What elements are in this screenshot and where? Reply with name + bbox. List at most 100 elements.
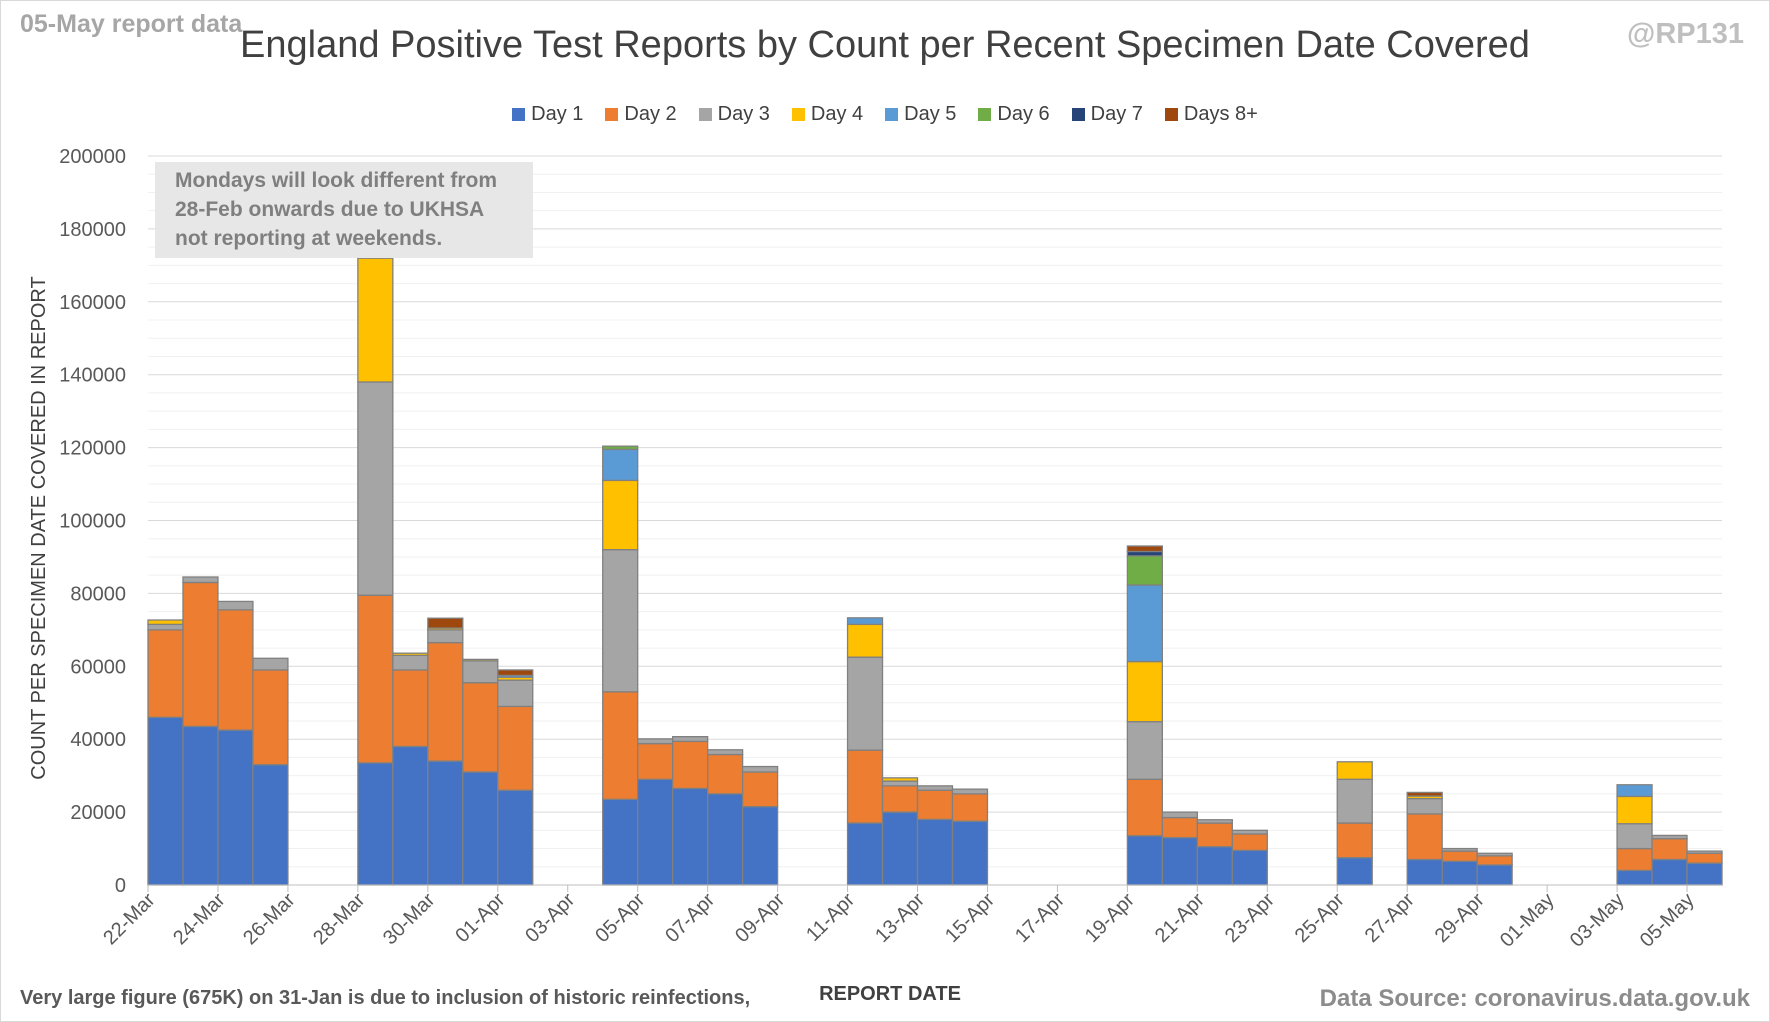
bar-segment — [706, 753, 744, 795]
footnote: Very large figure (675K) on 31-Jan is du… — [20, 987, 751, 1009]
bar-segment — [252, 669, 289, 766]
x-tick-label: 26-Mar — [239, 889, 300, 950]
legend-label: Day 6 — [997, 103, 1050, 125]
bar-segment — [1196, 846, 1233, 886]
legend-label: Days 8+ — [1183, 103, 1258, 125]
bar-segment — [252, 657, 289, 671]
bar-segment — [1616, 869, 1653, 886]
x-tick-label: 24-Mar — [169, 889, 230, 950]
bar-segment — [1231, 849, 1268, 886]
bar-segment — [252, 764, 289, 886]
legend-swatch — [512, 108, 526, 121]
y-tick-label: 80000 — [70, 583, 126, 605]
bar-segment — [1126, 584, 1164, 663]
bar-segment — [497, 669, 534, 677]
bar-segment — [1406, 791, 1443, 797]
legend-item: Day 3 — [698, 103, 770, 126]
x-axis-title: REPORT DATE — [819, 983, 961, 1005]
bar-segment — [357, 762, 394, 886]
x-tick-label: 03-Apr — [521, 889, 579, 947]
bar-segment — [462, 660, 499, 684]
bar-segment — [392, 652, 429, 657]
bar-segment — [1126, 545, 1164, 553]
bar-segment — [1406, 797, 1443, 815]
legend-item: Day 5 — [885, 103, 956, 126]
x-tick-label: 19-Apr — [1081, 889, 1139, 947]
bar-segment — [881, 777, 919, 782]
bar-segment — [602, 549, 639, 693]
bar-segment — [846, 822, 884, 886]
bar-segment — [951, 788, 989, 795]
legend-item: Day 6 — [978, 103, 1050, 126]
bar-segment — [1616, 784, 1653, 798]
x-tick-label: 27-Apr — [1361, 889, 1419, 947]
bar-segment — [672, 740, 709, 790]
bar-segment — [1336, 822, 1373, 859]
bar-segment — [182, 576, 219, 584]
bar-segment — [392, 654, 429, 671]
x-tick-label: 30-Mar — [379, 889, 440, 950]
bar-segment — [217, 600, 254, 611]
x-tick-label: 22-Mar — [99, 889, 160, 950]
bar-segment — [1651, 838, 1688, 861]
bar-segment — [1476, 852, 1513, 857]
x-tick-label: 29-Apr — [1431, 889, 1489, 947]
bar-segment — [1651, 858, 1688, 886]
bar-segment — [916, 789, 954, 821]
y-tick-label: 200000 — [59, 146, 126, 168]
bar-segment — [1161, 836, 1198, 886]
bar-segment — [637, 742, 674, 780]
bar-segment — [881, 811, 919, 886]
bar-segment — [462, 771, 499, 886]
x-tick-label: 05-Apr — [591, 889, 649, 947]
x-tick-label: 01-May — [1496, 889, 1559, 952]
bar-segment — [462, 658, 499, 662]
bar-segment — [1196, 819, 1233, 824]
note-line: not reporting at weekends. — [175, 227, 443, 250]
bar-segment — [672, 787, 709, 886]
bar-segment — [1161, 816, 1198, 839]
bar-segment — [462, 682, 499, 773]
bar-segment — [881, 780, 919, 787]
bar-segment — [1686, 852, 1723, 864]
x-tick-label: 13-Apr — [871, 889, 929, 947]
x-tick-label: 25-Apr — [1291, 889, 1349, 947]
bar-segment — [881, 785, 919, 813]
x-tick-label: 23-Apr — [1221, 889, 1279, 947]
bar-segment — [1126, 555, 1164, 586]
bar-segment — [182, 581, 219, 728]
chart-title: England Positive Test Reports by Count p… — [240, 24, 1530, 66]
y-axis-title: COUNT PER SPECIMEN DATE COVERED IN REPOR… — [28, 276, 50, 779]
legend-item: Day 7 — [1071, 103, 1143, 126]
x-tick-label: 01-Apr — [451, 889, 509, 947]
legend-swatch — [978, 108, 992, 121]
bar-segment — [1231, 833, 1268, 852]
bar-segment — [1441, 847, 1478, 852]
bar-segment — [916, 785, 954, 791]
bar-segment — [217, 729, 254, 886]
legend-label: Day 3 — [717, 103, 770, 125]
bar-segment — [846, 656, 884, 751]
bar-segment — [427, 641, 464, 762]
bar-segment — [427, 760, 464, 886]
bar-segment — [497, 789, 534, 886]
bar-segment — [1126, 778, 1164, 837]
monday-note: Mondays will look different from 28-Feb … — [155, 162, 533, 258]
bar-segment — [916, 818, 954, 886]
y-tick-label: 20000 — [70, 802, 126, 824]
y-tick-label: 60000 — [70, 656, 126, 678]
legend-label: Day 2 — [624, 103, 677, 125]
bar-segment — [1336, 778, 1373, 824]
legend-swatch — [698, 108, 712, 121]
legend-swatch — [885, 108, 899, 121]
y-tick-label: 180000 — [59, 219, 126, 241]
bar-segment — [602, 448, 639, 482]
bar-segment — [1336, 761, 1373, 780]
report-date-label: 05-May report data — [20, 10, 243, 38]
legend-label: Day 1 — [531, 103, 584, 125]
bar-segment — [427, 629, 464, 644]
bar-segment — [602, 798, 639, 886]
bar-segment — [392, 669, 429, 748]
bar-segment — [1616, 847, 1653, 872]
